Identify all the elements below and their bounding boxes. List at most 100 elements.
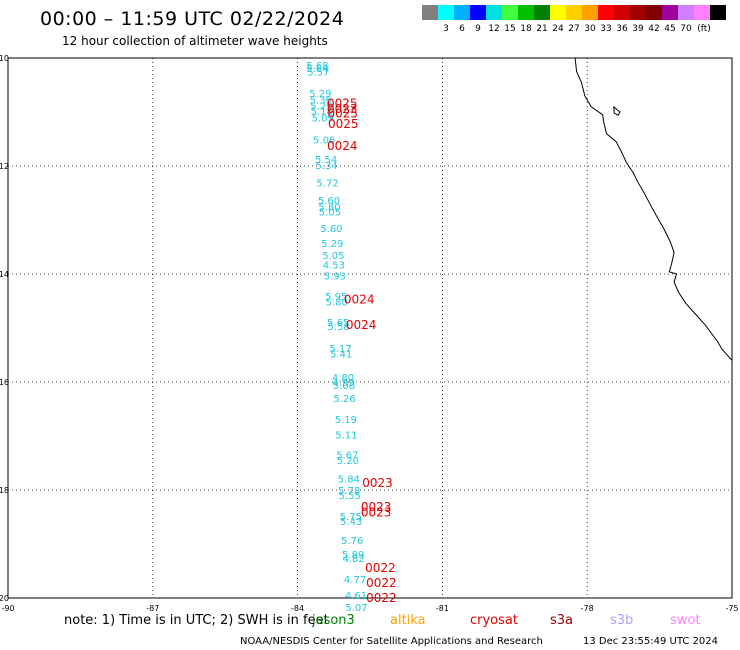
swh-value: 5.06 [313,135,335,146]
graticule [8,58,732,598]
legend-swatch [550,5,566,20]
swh-value: 4.82 [342,554,364,565]
legend-label: 3 [443,24,449,34]
y-tick-label: -12 [0,162,9,171]
legend-swatch [582,5,598,20]
x-tick-label: -75 [725,604,738,613]
sat-label-jason3: jason3 [312,613,355,628]
legend-swatch [710,5,726,20]
cryosat-pass-label: 0022 [366,591,397,605]
legend-label: 12 [488,24,499,34]
swh-value: 5.60 [320,224,342,235]
cryosat-labels: 0025002300250025002400240024002300230023… [327,97,397,605]
swh-value: 5.89 [342,550,364,561]
swh-value: 5.75 [340,512,362,523]
swh-value: 5.07 [345,603,367,614]
swh-value: 5.55 [339,491,361,502]
swh-labels: 5.685.645.575.295.365.295.185.095.065.54… [306,61,367,614]
legend-swatch [486,5,502,20]
swh-value: 5.08 [333,381,355,392]
legend-label: 30 [584,24,596,34]
coastline-path [574,57,733,361]
y-tick-label: -20 [0,594,9,603]
y-tick-label: -14 [0,270,9,279]
swh-value: 5.60 [318,196,340,207]
legend-label: 15 [504,24,515,34]
legend-unit: (ft) [697,24,711,34]
legend-label: 27 [568,24,579,34]
legend-swatch [422,5,438,20]
legend-swatch [678,5,694,20]
axis-ticks: -90 -87 -84 -81 -78 -75 -10 -12 -14 -16 -18 -20 [0,54,739,613]
swh-value: 5.95 [325,292,347,303]
cryosat-pass-label: 0023 [362,476,393,490]
legend-label: 24 [552,24,564,34]
cryosat-pass-label: 0023 [327,102,358,116]
legend-label: 21 [536,24,547,34]
sat-label-s3a: s3a [550,613,574,628]
swh-value: 5.43 [340,517,362,528]
x-tick-label: -90 [1,604,14,613]
y-tick-label: -10 [0,54,9,63]
cryosat-pass-label: 0025 [327,97,358,111]
y-tick-label: -16 [0,378,9,387]
swh-value: 4.77 [344,575,366,586]
swh-value: 5.17 [329,344,351,355]
legend-label: 6 [459,24,465,34]
legend-swatch [470,5,486,20]
legend-label: 36 [616,24,628,34]
color-scale-labels: 3 6 9 12 15 18 21 24 27 30 33 36 39 42 45 70 (ft) [443,24,711,34]
swh-value: 5.68 [306,61,328,72]
swh-value: 5.29 [310,101,332,112]
legend-label: 33 [600,24,611,34]
swh-value: 5.80 [326,297,348,308]
legend-label: 70 [680,24,692,34]
legend-swatch [438,5,454,20]
swh-value: 5.78 [338,486,360,497]
swh-value: 5.34 [315,161,337,172]
swh-value: 5.72 [316,179,338,190]
legend-label: 18 [520,24,532,34]
swh-value: 5.84 [338,474,360,485]
y-tick-label: -18 [0,486,9,495]
legend-swatch [694,5,710,20]
swh-value: 5.58 [328,322,350,333]
swh-value: 4.53 [323,261,345,272]
page-title: 00:00 – 11:59 UTC 02/22/2024 [40,8,345,30]
swh-value: 5.29 [309,89,331,100]
swh-value: 5.19 [335,415,357,426]
swh-value: 4.80 [332,373,354,384]
swh-value: 5.64 [306,64,328,75]
sat-label-s3b: s3b [610,613,634,628]
footer-timestamp: 13 Dec 23:55:49 UTC 2024 [583,636,718,647]
cryosat-pass-label: 0022 [365,561,396,575]
legend-label: 39 [632,24,644,34]
swh-value: 5.11 [335,431,357,442]
swh-value: 5.20 [337,456,359,467]
cryosat-pass-label: 0023 [361,505,392,519]
cryosat-pass-label: 0023 [361,500,392,514]
swh-value: 5.09 [312,114,334,125]
swh-value: 5.26 [333,394,355,405]
swh-value: 5.57 [307,67,329,78]
color-scale-legend [422,5,726,20]
swh-value: 5.05 [322,251,344,262]
swh-value: 5.76 [341,536,363,547]
cryosat-pass-label: 0024 [327,139,358,153]
legend-swatch [566,5,582,20]
swh-value: 5.36 [310,95,332,106]
legend-swatch [614,5,630,20]
legend-swatch [630,5,646,20]
units-note: note: 1) Time is in UTC; 2) SWH is in fe… [64,613,329,628]
sat-label-swot: swot [670,613,701,628]
footer-credit: NOAA/NESDIS Center for Satellite Applica… [240,636,543,647]
swh-value: 5.54 [315,155,337,166]
legend-swatch [534,5,550,20]
swh-value: 5.67 [336,451,358,462]
swh-value: 5.41 [330,350,352,361]
legend-swatch [502,5,518,20]
swh-value: 5.18 [311,107,333,118]
legend-swatch [662,5,678,20]
swh-value: 5.65 [327,318,349,329]
